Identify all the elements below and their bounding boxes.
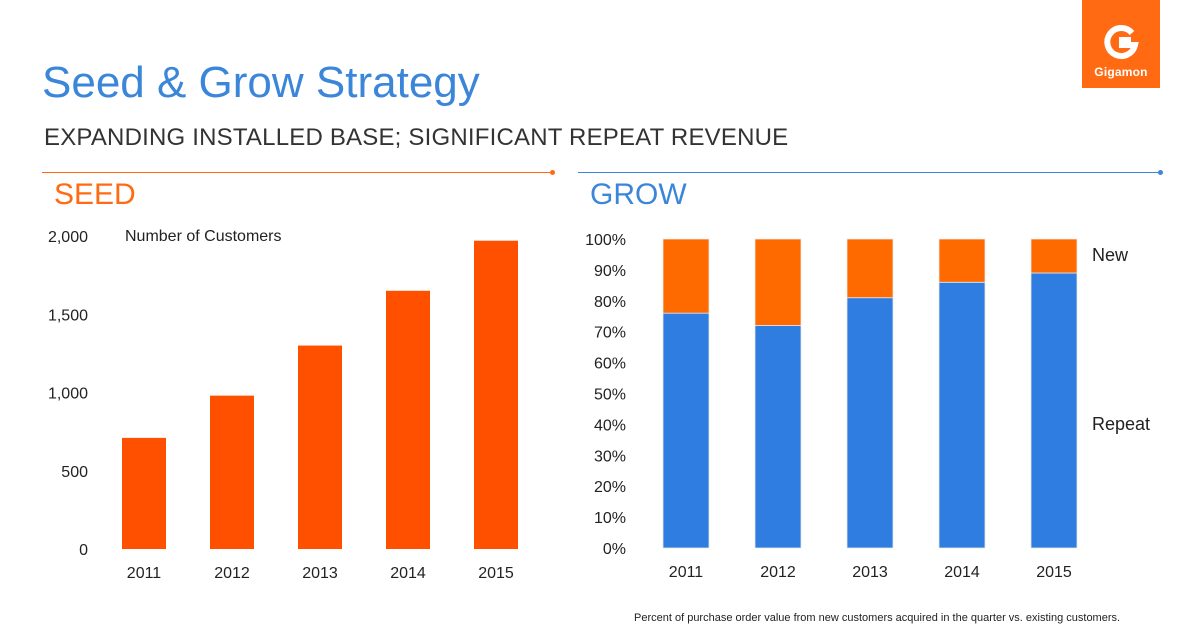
- legend-new-label: New: [1092, 245, 1129, 265]
- grow-y-tick-label: 0%: [603, 541, 626, 558]
- grow-y-tick-label: 90%: [594, 263, 626, 280]
- seed-bar: [298, 345, 342, 549]
- seed-bar: [474, 240, 518, 549]
- grow-y-tick-label: 50%: [594, 387, 626, 404]
- grow-y-tick-label: 20%: [594, 479, 626, 496]
- seed-bar-chart: 0 500 1,000 1,500 2,000 Number of Customers 20…: [48, 228, 518, 582]
- page-subtitle: EXPANDING INSTALLED BASE; SIGNIFICANT RE…: [44, 124, 789, 151]
- gigamon-logo: Gigamon: [1082, 0, 1160, 88]
- seed-y-tick-label: 1,500: [48, 307, 88, 324]
- grow-bar-new: [938, 238, 986, 283]
- grow-y-tick-label: 10%: [594, 510, 626, 527]
- grow-x-tick-label: 2013: [852, 564, 888, 581]
- seed-x-tick-label: 2014: [390, 565, 426, 582]
- grow-bar-repeat: [1030, 272, 1078, 549]
- logo-text: Gigamon: [1094, 65, 1148, 79]
- seed-x-tick-label: 2013: [302, 565, 338, 582]
- grow-bar-new: [1030, 238, 1078, 274]
- grow-bar-repeat: [754, 325, 802, 549]
- seed-bar: [386, 290, 430, 549]
- grow-y-tick-label: 60%: [594, 356, 626, 373]
- seed-bar: [210, 395, 254, 549]
- grow-x-tick-label: 2015: [1036, 564, 1072, 581]
- grow-bar-repeat: [846, 297, 894, 549]
- footnote: Percent of purchase order value from new…: [634, 612, 1121, 624]
- seed-heading: SEED: [54, 178, 136, 211]
- grow-stacked-bar-chart: 0% 10% 20% 30% 40% 50% 60% 70% 80% 90% 100% 2011 201…: [585, 232, 1150, 581]
- seed-y-tick-label: 500: [61, 464, 88, 481]
- grow-y-tick-label: 40%: [594, 417, 626, 434]
- seed-x-tick-label: 2015: [478, 565, 514, 582]
- seed-x-tick-label: 2011: [127, 565, 162, 582]
- seed-bar: [122, 437, 166, 549]
- seed-divider: [42, 170, 555, 175]
- seed-chart-title: Number of Customers: [125, 228, 282, 245]
- legend-repeat-label: Repeat: [1092, 414, 1150, 434]
- grow-bar-new: [754, 238, 802, 326]
- grow-x-tick-label: 2014: [944, 564, 980, 581]
- grow-bar-repeat: [662, 312, 710, 549]
- seed-x-tick-label: 2012: [214, 565, 250, 582]
- grow-y-tick-label: 70%: [594, 325, 626, 342]
- grow-bar-repeat: [938, 281, 986, 549]
- grow-heading: GROW: [590, 178, 687, 211]
- grow-divider: [578, 170, 1163, 175]
- grow-y-tick-label: 30%: [594, 448, 626, 465]
- grow-x-tick-label: 2011: [669, 564, 704, 581]
- grow-y-tick-label: 80%: [594, 294, 626, 311]
- grow-bar-new: [846, 238, 894, 299]
- grow-x-tick-label: 2012: [760, 564, 796, 581]
- gigamon-g-icon: [1104, 25, 1139, 60]
- seed-y-tick-label: 2,000: [48, 229, 88, 246]
- seed-y-tick-label: 0: [79, 542, 88, 559]
- grow-y-tick-label: 100%: [585, 232, 626, 249]
- grow-bar-new: [662, 238, 710, 314]
- seed-y-tick-label: 1,000: [48, 386, 88, 403]
- page-title: Seed & Grow Strategy: [42, 58, 480, 107]
